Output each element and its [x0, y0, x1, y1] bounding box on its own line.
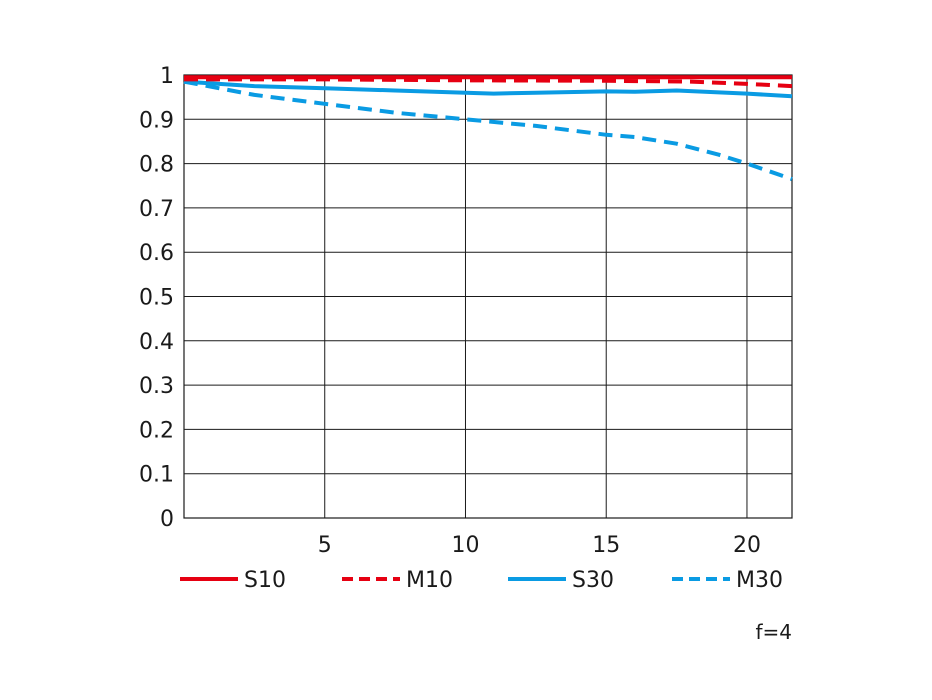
- x-tick-label: 10: [451, 533, 479, 558]
- aperture-note: f=4: [755, 620, 792, 644]
- x-tick-labels: 5 10 15 20: [318, 533, 761, 558]
- y-tick-label: 0.3: [139, 374, 174, 399]
- y-tick-label: 0.4: [139, 330, 174, 355]
- x-tick-label: 15: [592, 533, 620, 558]
- y-tick-label: 1: [160, 64, 174, 89]
- x-tick-label: 20: [733, 533, 761, 558]
- grid-lines: [184, 75, 792, 518]
- legend-label-s10: S10: [244, 568, 286, 593]
- x-tick-label: 5: [318, 533, 332, 558]
- y-tick-label: 0.1: [139, 463, 174, 488]
- series-line-m30: [183, 79, 793, 181]
- series-lines: [183, 75, 793, 181]
- y-tick-label: 0: [160, 507, 174, 532]
- legend-label-m30: M30: [736, 568, 783, 593]
- y-tick-label: 0.8: [139, 153, 174, 178]
- y-tick-label: 0.9: [139, 108, 174, 133]
- legend-label-s30: S30: [572, 568, 614, 593]
- y-tick-label: 0.7: [139, 197, 174, 222]
- legend-label-m10: M10: [406, 568, 453, 593]
- y-tick-label: 0.6: [139, 241, 174, 266]
- y-tick-labels: 0 0.1 0.2 0.3 0.4 0.5 0.6 0.7 0.8 0.9 1: [139, 64, 174, 532]
- series-line-m10: [184, 77, 793, 89]
- legend: S10 M10 S30 M30: [180, 568, 783, 593]
- series-line-s30: [183, 79, 793, 99]
- y-tick-label: 0.5: [139, 286, 174, 311]
- y-tick-label: 0.2: [139, 418, 174, 443]
